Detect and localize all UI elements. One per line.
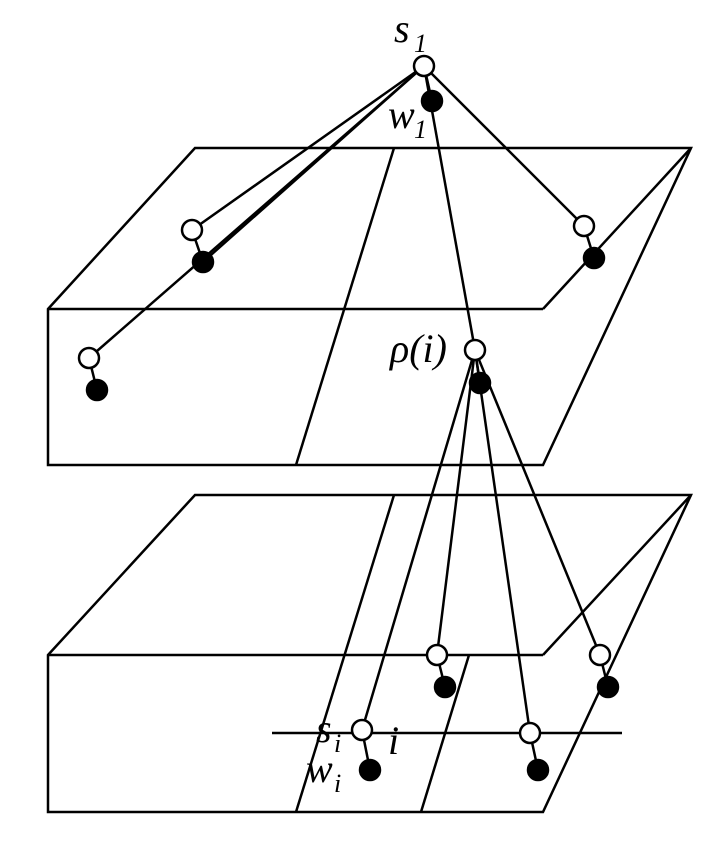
node-open-1 <box>182 220 202 240</box>
label-8: i <box>334 769 341 798</box>
node-solid-2 <box>87 380 107 400</box>
label-9: i <box>388 718 399 763</box>
plane-upper-outline <box>48 148 691 465</box>
node-solid-3 <box>584 248 604 268</box>
hierarchy-diagram: s1w1ρ(i)siwii <box>0 0 702 860</box>
node-solid-7 <box>360 760 380 780</box>
label-1: 1 <box>414 29 427 58</box>
node-solid-4 <box>470 373 490 393</box>
node-solid-5 <box>435 677 455 697</box>
node-solid-1 <box>193 252 213 272</box>
label-3: 1 <box>414 115 427 144</box>
plane-lower-divider-1 <box>543 495 691 655</box>
label-7: w <box>306 746 333 791</box>
label-0: s <box>394 6 410 51</box>
plane-upper-divider-2 <box>543 148 691 309</box>
node-solid-8 <box>528 760 548 780</box>
label-4: ρ(i) <box>388 326 447 371</box>
label-2: w <box>388 92 415 137</box>
plane-upper-divider-1 <box>296 148 394 465</box>
node-open-2 <box>79 348 99 368</box>
node-open-0 <box>414 56 434 76</box>
node-open-3 <box>574 216 594 236</box>
node-open-5 <box>427 645 447 665</box>
node-solid-0 <box>422 91 442 111</box>
edge-7 <box>475 350 600 655</box>
node-solid-6 <box>598 677 618 697</box>
edge-8 <box>475 350 530 733</box>
node-open-4 <box>465 340 485 360</box>
label-5: s <box>316 706 332 751</box>
label-6: i <box>334 729 341 758</box>
node-open-8 <box>520 723 540 743</box>
node-open-6 <box>590 645 610 665</box>
node-open-7 <box>352 720 372 740</box>
edge-5 <box>437 350 475 655</box>
